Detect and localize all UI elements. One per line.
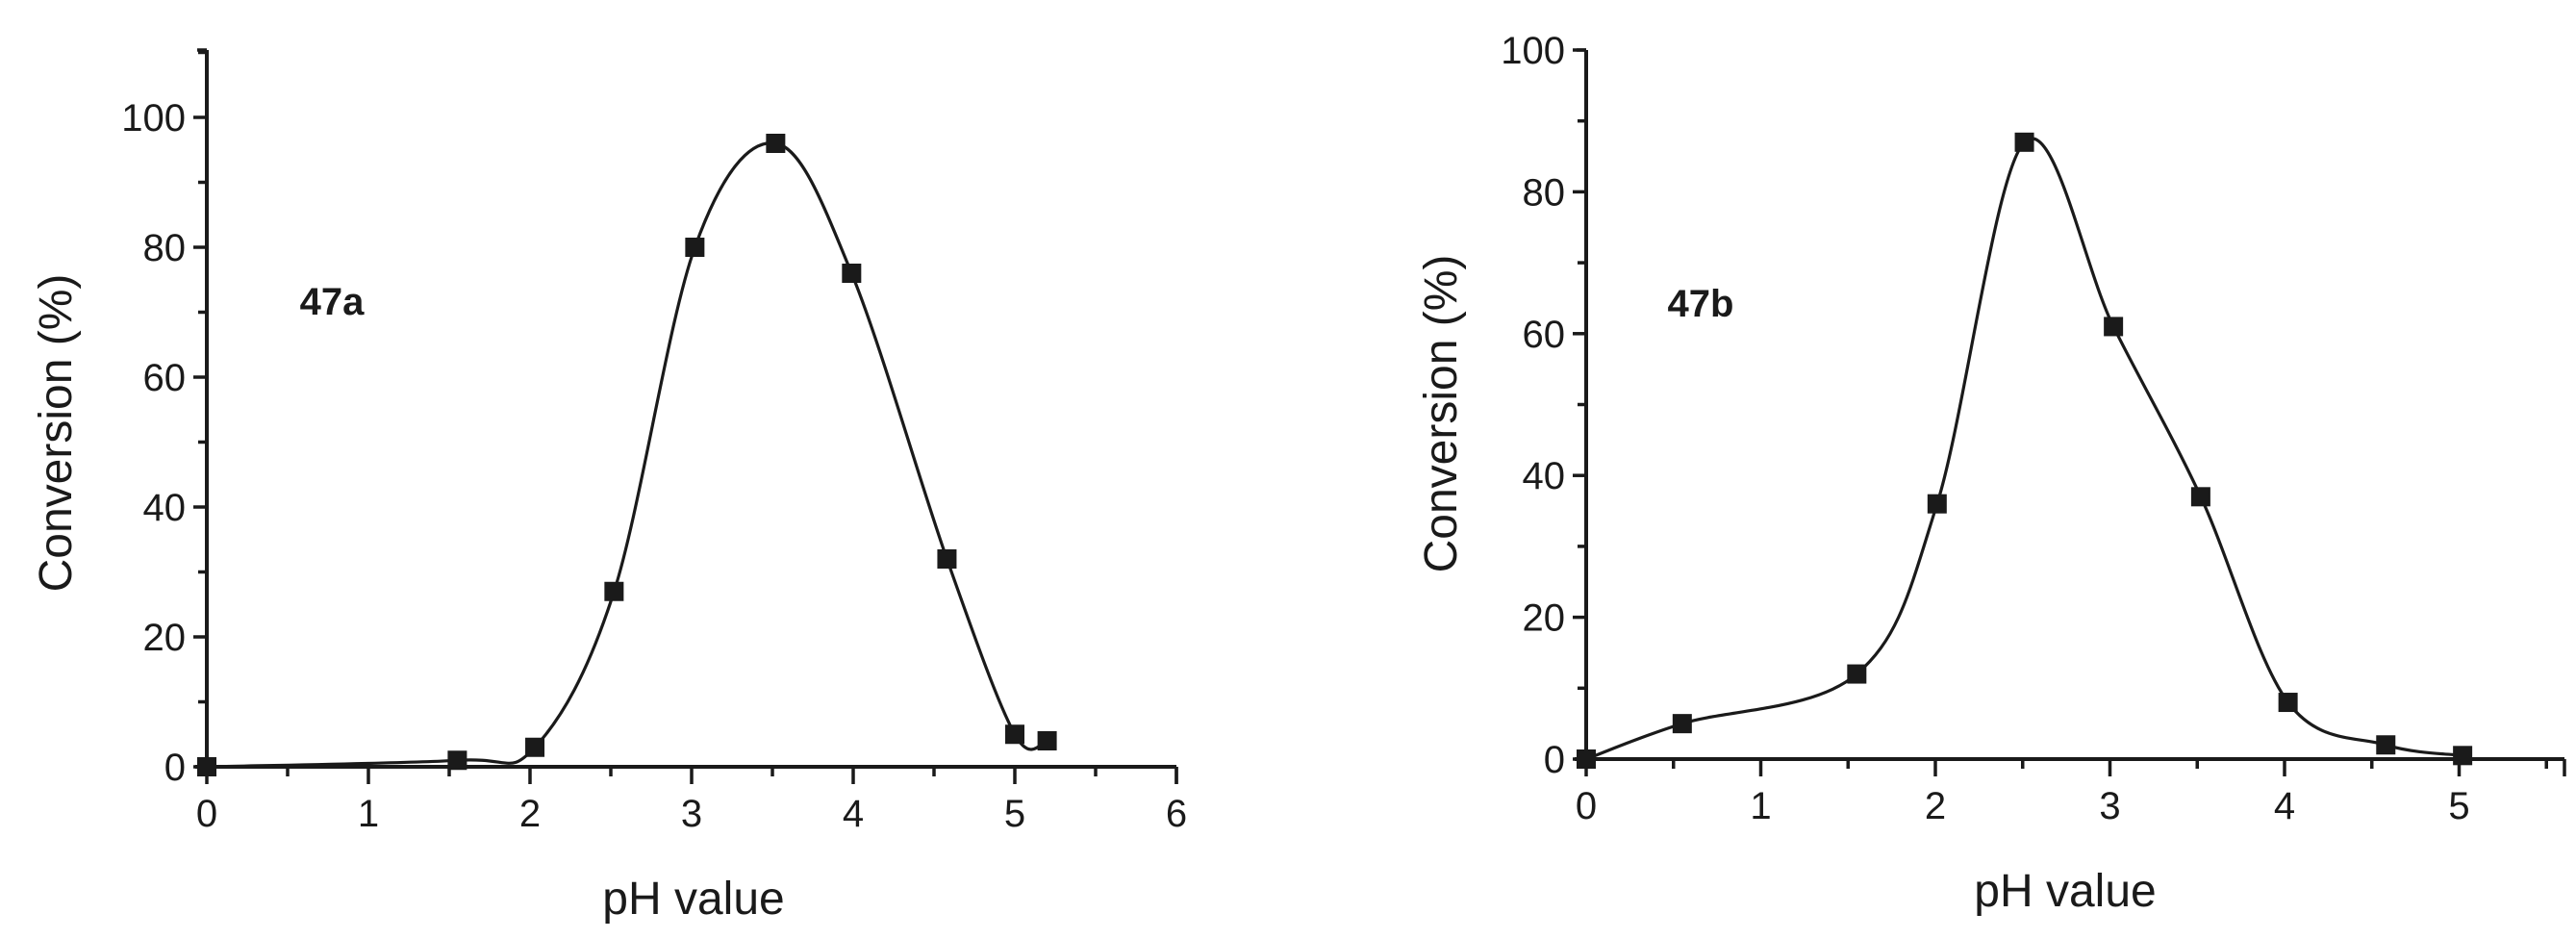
fitted-curve <box>206 141 1048 769</box>
x-tick-label: 0 <box>196 793 217 835</box>
plot-area-47a: 0 1 2 3 4 5 6 0 20 40 60 80 100 <box>121 48 1187 835</box>
square-marker <box>1927 494 1947 514</box>
square-marker <box>525 737 545 757</box>
y-tick-label: 100 <box>121 97 186 140</box>
y-tick-label: 80 <box>1523 171 1566 214</box>
y-axis-ticks: 0 20 40 60 80 100 <box>1501 30 1586 781</box>
x-axis-title: pH value <box>602 874 784 925</box>
y-tick-label: 60 <box>1523 314 1566 356</box>
x-tick-label: 2 <box>519 793 541 835</box>
square-marker <box>2278 693 2298 713</box>
x-tick-label: 6 <box>1166 793 1187 835</box>
y-tick-label: 40 <box>143 487 187 529</box>
square-marker <box>2014 132 2034 152</box>
x-tick-label: 4 <box>2274 785 2295 827</box>
x-tick-label: 3 <box>681 793 702 835</box>
square-marker <box>1005 724 1024 745</box>
x-axis-title: pH value <box>1974 866 2156 917</box>
y-axis-title: Conversion (%) <box>1416 255 1467 573</box>
panel-label: 47b <box>1668 283 1734 325</box>
y-tick-label: 60 <box>143 357 187 399</box>
y-tick-label: 80 <box>143 227 187 269</box>
square-marker <box>2190 487 2210 507</box>
x-tick-label: 0 <box>1576 785 1597 827</box>
x-tick-label: 3 <box>2099 785 2120 827</box>
plot-area-47b: 0 1 2 3 4 5 0 20 40 60 80 100 <box>1501 30 2566 827</box>
y-tick-label: 100 <box>1501 30 1565 72</box>
y-tick-label: 40 <box>1523 455 1566 497</box>
y-tick-label: 0 <box>1544 739 1565 781</box>
square-marker <box>1037 731 1057 750</box>
fitted-curve <box>1585 137 2463 761</box>
x-tick-label: 5 <box>1004 793 1025 835</box>
square-marker <box>766 134 786 153</box>
data-markers <box>197 134 1057 776</box>
square-marker <box>2453 746 2473 766</box>
x-tick-label: 2 <box>1925 785 1946 827</box>
square-marker <box>1577 749 1596 769</box>
y-axis-title: Conversion (%) <box>31 274 82 593</box>
square-marker <box>197 757 216 776</box>
square-marker <box>937 549 957 569</box>
square-marker <box>447 750 467 771</box>
x-axis-ticks: 0 1 2 3 4 5 <box>1576 759 2566 827</box>
square-marker <box>2376 735 2396 755</box>
square-marker <box>2104 317 2124 337</box>
square-marker <box>604 581 624 601</box>
square-marker <box>1847 664 1867 684</box>
chart-panel-47b: 0 1 2 3 4 5 0 20 40 60 80 100 47b pH value Convers… <box>1416 30 2566 917</box>
chart-panel-47a: 0 1 2 3 4 5 6 0 20 40 60 80 100 47a pH value Conver… <box>31 48 1187 925</box>
data-markers <box>1577 132 2473 769</box>
square-marker <box>685 238 705 257</box>
x-tick-label: 5 <box>2448 785 2469 827</box>
square-marker <box>842 264 862 283</box>
x-tick-label: 4 <box>843 793 864 835</box>
square-marker <box>1672 714 1692 734</box>
x-tick-label: 1 <box>358 793 379 835</box>
x-axis-ticks: 0 1 2 3 4 5 6 <box>196 767 1187 835</box>
panel-label: 47a <box>300 281 365 323</box>
y-axis-ticks: 0 20 40 60 80 100 <box>121 48 207 789</box>
x-tick-label: 1 <box>1750 785 1771 827</box>
y-tick-label: 20 <box>1523 597 1566 640</box>
y-tick-label: 20 <box>143 617 187 659</box>
y-tick-label: 0 <box>164 747 186 789</box>
